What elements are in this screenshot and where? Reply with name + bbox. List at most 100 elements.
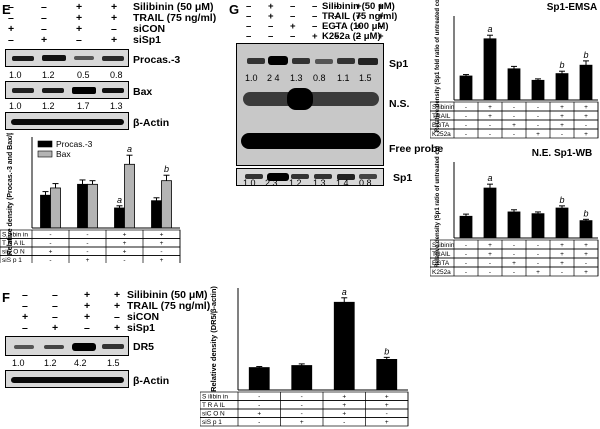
condition-sign: + <box>584 131 588 138</box>
dr5-blot-image <box>5 336 129 356</box>
treatment-name: K252a (2 μM) <box>322 31 381 42</box>
sp1-wb-values: 1.0 2.3 1.2 1.3 1.4 0.8 <box>243 178 372 188</box>
condition-sign: + <box>488 251 492 258</box>
sp1-western-blot-image <box>236 168 384 186</box>
condition-name: T R A IL <box>202 402 225 409</box>
condition-sign: - <box>561 131 563 138</box>
treatment-signs-row: – + – – – + + <box>246 11 384 22</box>
treatment-name: Silibinin (50 μM) <box>322 1 395 12</box>
treatment-signs-row: – – + – – + – <box>246 21 384 32</box>
condition-sign: - <box>258 419 260 426</box>
condition-sign: - <box>465 104 467 111</box>
condition-sign: - <box>86 249 88 256</box>
legend-label: Bax <box>56 149 71 159</box>
bar <box>459 215 473 239</box>
condition-sign: - <box>537 251 539 258</box>
condition-sign: - <box>386 411 388 418</box>
blot-label-beta-actin: β-Actin <box>133 375 170 387</box>
condition-sign: + <box>560 251 564 258</box>
condition-sign: - <box>513 242 515 249</box>
condition-sign: - <box>513 131 515 138</box>
treatment-name: EGTA (100 μM) <box>322 21 389 32</box>
condition-sign: + <box>342 394 346 401</box>
emsa-gel-image: 1.0 2 4 1.3 0.8 1.1 1.5 <box>236 43 384 166</box>
condition-sign: + <box>488 113 492 120</box>
condition-row <box>200 417 409 427</box>
condition-sign: - <box>537 260 539 267</box>
condition-name: T R A IL <box>2 240 25 247</box>
condition-sign: - <box>465 242 467 249</box>
condition-sign: + <box>512 122 516 129</box>
bar <box>555 73 569 101</box>
bar <box>161 180 172 229</box>
significance-label: a <box>342 287 347 297</box>
legend-swatch <box>37 140 53 148</box>
condition-sign: - <box>123 257 125 263</box>
condition-name: S ilibin in <box>2 232 28 239</box>
panel-e-label: E <box>2 2 11 17</box>
condition-sign: + <box>300 419 304 426</box>
condition-name: siS p 1 <box>2 257 22 263</box>
bax-blot-image <box>5 81 129 99</box>
condition-sign: + <box>560 104 564 111</box>
significance-label: b <box>559 195 564 205</box>
legend-label: Procas.-3 <box>56 139 93 149</box>
beta-actin-blot-image <box>5 112 129 130</box>
bax-values: 1.0 1.2 1.7 1.3 <box>9 101 123 111</box>
condition-sign: + <box>123 249 127 256</box>
panel-g-label: G <box>229 2 240 17</box>
condition-row <box>0 246 181 256</box>
condition-name: siC O N <box>202 411 225 418</box>
condition-sign: + <box>123 240 127 247</box>
emsa-values: 1.0 2 4 1.3 0.8 1.1 1.5 <box>245 73 372 83</box>
significance-label: a <box>487 24 492 34</box>
procaspase3-blot-image <box>5 49 129 67</box>
treatment-name: siSp1 <box>133 34 162 46</box>
chart-title: Sp1-EMSA <box>547 2 598 13</box>
bar <box>555 207 569 239</box>
condition-sign: - <box>49 257 51 263</box>
condition-sign: + <box>584 104 588 111</box>
condition-sign: - <box>561 269 563 276</box>
condition-sign: + <box>488 242 492 249</box>
bar <box>333 301 355 391</box>
condition-sign: + <box>560 113 564 120</box>
condition-sign: - <box>343 419 345 426</box>
condition-name: EGTA <box>432 260 450 267</box>
condition-name: TRAIL <box>432 251 451 258</box>
condition-sign: - <box>86 240 88 247</box>
condition-sign: - <box>301 402 303 409</box>
condition-name: siS p 1 <box>202 419 222 426</box>
bar <box>40 194 51 229</box>
y-axis-label: Relative density (DR5/β-actin) <box>209 286 218 392</box>
condition-sign: + <box>342 402 346 409</box>
panel-f-label: F <box>2 290 10 305</box>
condition-sign: + <box>385 402 389 409</box>
condition-sign: - <box>465 113 467 120</box>
treatment-signs-row: + – + – <box>8 23 117 35</box>
treatment-signs-row: – + – – – + + <box>246 1 384 12</box>
bar <box>507 68 521 101</box>
condition-sign: + <box>342 411 346 418</box>
treatment-signs-row: – + – + <box>8 34 118 46</box>
condition-name: Silibinin <box>432 242 455 249</box>
treatment-signs-row: – – + + <box>8 12 118 24</box>
chart-title: N.E. Sp1-WB <box>532 148 593 159</box>
bar <box>483 38 497 101</box>
condition-sign: - <box>465 251 467 258</box>
condition-sign: + <box>160 257 164 263</box>
y-axis-label: Relative density (Procas.-3 and Bax/β-ac… <box>7 133 14 255</box>
condition-sign: + <box>560 122 564 129</box>
significance-label: a <box>487 173 492 183</box>
chart-e: Relative density (Procas.-3 and Bax/β-ac… <box>0 133 181 263</box>
condition-row <box>0 238 181 248</box>
treatment-name: TRAIL (75 ng/ml) <box>133 12 217 24</box>
treatment-name: siCON <box>133 23 166 35</box>
significance-label: a <box>117 195 122 205</box>
bar <box>531 213 545 239</box>
y-axis-label: Relative density (Sp1 fold ratio of untr… <box>435 0 441 132</box>
bar <box>87 183 98 229</box>
condition-sign: - <box>513 113 515 120</box>
emsa-label-free-probe: Free probe <box>389 143 444 155</box>
bar <box>531 79 545 101</box>
